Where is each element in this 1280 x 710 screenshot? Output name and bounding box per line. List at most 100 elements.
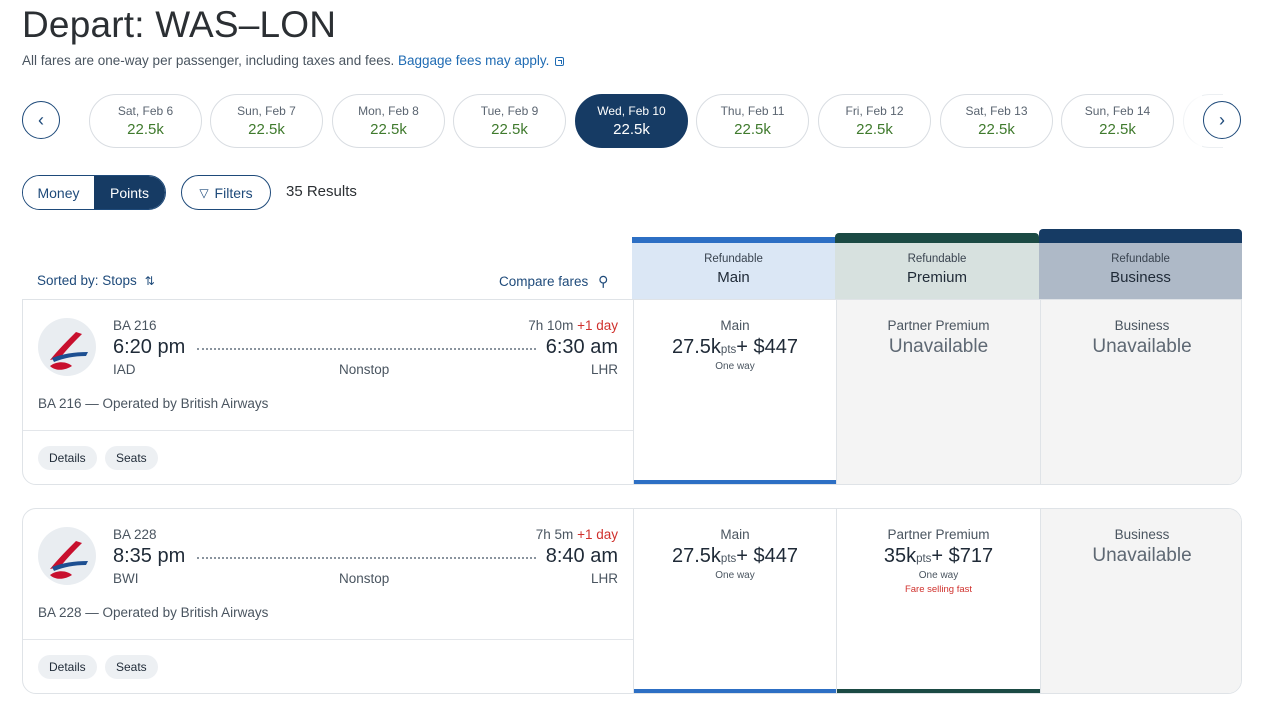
fare-premium[interactable]: Partner Premium 35kpts+ $717 One way Far… [836,509,1040,693]
date-option[interactable]: Tue, Feb 9 22.5k [453,94,566,148]
filter-icon: ▽ [199,185,209,200]
pts-unit: pts [720,553,737,565]
filters-label: Filters [214,184,253,201]
column-header-main: Refundable Main [632,237,835,299]
chevron-right-icon: › [1219,109,1225,130]
date-option[interactable]: Mon, Feb 8 22.5k [332,94,445,148]
fare-price: 27.5kpts+ $447 [634,545,836,568]
flight-duration: 7h 10m +1 day [528,318,618,333]
seats-button[interactable]: Seats [105,446,158,470]
fare-cash: + $717 [931,545,994,567]
sort-button[interactable]: Sorted by: Stops ⇅ [37,273,155,288]
date-label: Thu, Feb 11 [720,104,785,118]
fare-unavailable: Unavailable [1092,336,1192,357]
date-option-selected[interactable]: Wed, Feb 10 22.5k [575,94,688,148]
date-option[interactable]: Fri, Feb 12 22.5k [818,94,931,148]
route-line [197,557,536,559]
destination-airport: LHR [590,362,618,377]
date-option[interactable]: Sun, Feb 7 22.5k [210,94,323,148]
one-way-note: One way [715,361,755,372]
airline-logo-icon [38,527,96,585]
date-option[interactable]: Sun, Feb 14 22.5k [1061,94,1174,148]
details-button[interactable]: Details [38,655,97,679]
date-label: Fri, Feb 12 [845,104,904,118]
fare-disclaimer: All fares are one-way per passenger, inc… [22,53,565,68]
seat-icon: ⚲ [598,273,609,289]
previous-dates-button[interactable]: ‹ [22,101,60,139]
column-refundable-label: Refundable [1111,253,1170,265]
flight-duration: 7h 5m +1 day [536,527,618,542]
disclaimer-text: All fares are one-way per passenger, inc… [22,53,395,68]
departure-time: 6:20 pm [113,336,186,358]
details-button[interactable]: Details [38,446,97,470]
plus-day-badge: +1 day [577,527,618,542]
date-price: 22.5k [613,121,650,138]
date-label: Wed, Feb 10 [597,104,666,118]
column-header-premium: Refundable Premium [835,233,1039,299]
stops-label: Nonstop [339,571,390,586]
pts-unit: pts [720,344,737,356]
compare-fares-button[interactable]: Compare fares ⚲ [499,273,608,290]
date-option[interactable]: Sat, Feb 6 22.5k [89,94,202,148]
points-toggle-button[interactable]: Points [94,176,165,209]
date-label: Sat, Feb 6 [117,104,174,118]
date-label: Sun, Feb 7 [237,104,296,118]
column-cabin-label: Business [1110,269,1171,286]
date-label: Tue, Feb 9 [480,104,539,118]
results-count: 35 Results [286,183,357,200]
column-header-business: Refundable Business [1039,229,1242,299]
date-strip-fade-right [1178,92,1202,150]
fare-business: Business Unavailable [1040,300,1241,484]
currency-toggle: Money Points [22,175,166,210]
flight-info: BA 228 7h 5m +1 day 8:35 pm 8:40 am BWI … [23,509,633,693]
date-price: 22.5k [127,121,164,138]
external-link-icon[interactable] [555,57,565,66]
duration-text: 7h 5m [535,527,574,542]
card-divider [23,430,633,431]
route-line [197,348,536,350]
fare-price: 27.5kpts+ $447 [634,336,836,359]
date-price: 22.5k [370,121,407,138]
fare-label: Main [720,318,750,333]
date-label: Sat, Feb 13 [965,104,1028,118]
flight-info: BA 216 7h 10m +1 day 6:20 pm 6:30 am IAD… [23,300,633,484]
fare-main[interactable]: Main 27.5kpts+ $447 One way [633,509,836,693]
baggage-fees-link[interactable]: Baggage fees may apply. [398,53,550,68]
column-refundable-label: Refundable [704,253,763,265]
fare-cash: + $447 [736,336,798,358]
airline-logo-icon [38,318,96,376]
flight-card: BA 228 7h 5m +1 day 8:35 pm 8:40 am BWI … [22,508,1242,694]
column-refundable-label: Refundable [907,253,967,265]
fare-points: 27.5k [671,336,721,358]
fare-label: Partner Premium [887,527,990,542]
fare-points: 35k [883,545,917,567]
arrival-time: 6:30 am [545,336,618,358]
filters-button[interactable]: ▽ Filters [181,175,271,210]
destination-airport: LHR [590,571,618,586]
fare-cash: + $447 [736,545,798,567]
flight-number: BA 228 [113,527,157,542]
pts-unit: pts [916,553,932,565]
date-option[interactable]: Sat, Feb 13 22.5k [940,94,1053,148]
fare-premium: Partner Premium Unavailable [836,300,1040,484]
fare-business: Business Unavailable [1040,509,1241,693]
date-strip-fade-left [60,92,90,150]
fare-label: Main [720,527,750,542]
date-label: Mon, Feb 8 [358,104,419,118]
departure-time: 8:35 pm [113,545,186,567]
fare-label: Business [1114,318,1170,333]
plus-day-badge: +1 day [577,318,618,333]
fare-main[interactable]: Main 27.5kpts+ $447 One way [633,300,836,484]
fare-unavailable: Unavailable [1092,545,1192,566]
column-cabin-label: Premium [906,269,967,286]
seats-button[interactable]: Seats [105,655,158,679]
money-toggle-button[interactable]: Money [23,176,94,209]
page-title: Depart: WAS–LON [22,4,337,45]
date-price: 22.5k [491,121,528,138]
next-dates-button[interactable]: › [1203,101,1241,139]
origin-airport: BWI [113,571,139,586]
selling-fast-alert: Fare selling fast [904,584,973,595]
sort-icon: ⇅ [144,274,155,288]
date-option[interactable]: Thu, Feb 11 22.5k [696,94,809,148]
fare-points: 27.5k [671,545,721,567]
